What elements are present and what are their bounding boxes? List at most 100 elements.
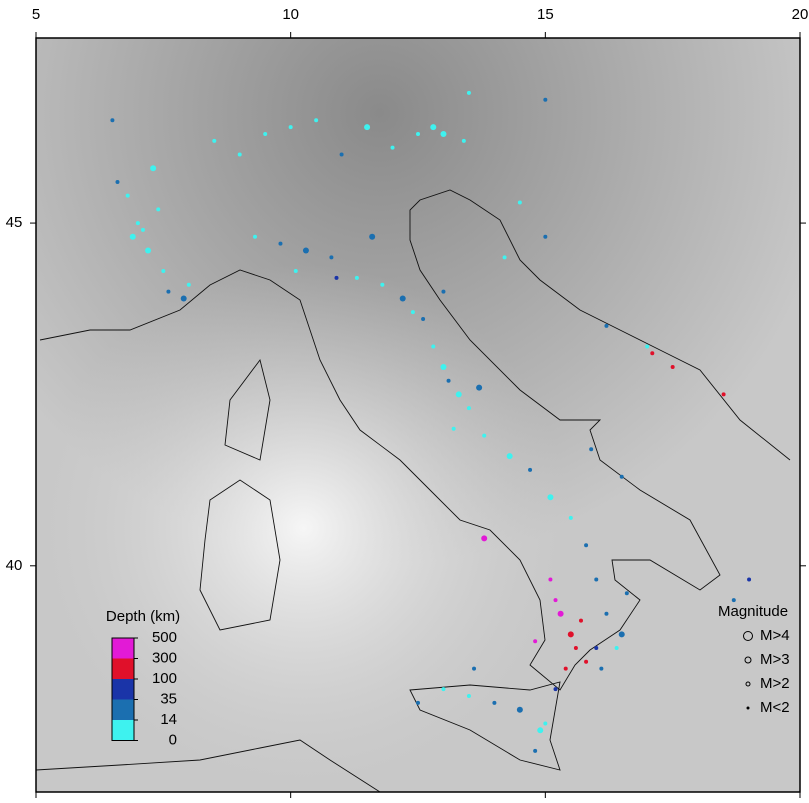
depth-tick-label: 100 — [152, 670, 177, 687]
earthquake — [369, 233, 376, 240]
depth-color-band — [112, 658, 134, 679]
earthquake — [645, 344, 650, 349]
earthquake — [129, 233, 136, 240]
earthquake — [253, 234, 258, 239]
earthquake — [416, 131, 420, 136]
earthquakes — [110, 90, 752, 753]
depth-color-band — [112, 720, 134, 741]
earthquake — [543, 234, 548, 239]
earthquake — [472, 666, 477, 671]
depth-color-band — [112, 679, 134, 700]
earthquake — [180, 295, 187, 302]
earthquake — [567, 631, 574, 638]
y-tick-label: 45 — [6, 214, 23, 231]
earthquake — [506, 453, 513, 460]
earthquake — [502, 255, 507, 260]
x-tick-label: 20 — [792, 6, 809, 23]
earthquake — [441, 289, 446, 294]
earthquake — [482, 433, 487, 438]
legends: Depth (km) Magnitude 0 14 35 100 300 500 M>4 M>… — [106, 603, 790, 749]
earthquake — [145, 247, 152, 254]
earthquake — [553, 598, 558, 603]
depth-bar-frame — [111, 637, 135, 741]
depth-tick-label: 300 — [152, 649, 177, 666]
earthquake — [410, 310, 415, 315]
magnitude-symbol — [743, 631, 753, 641]
earthquake — [731, 598, 736, 603]
earthquake — [288, 125, 293, 130]
earthquake — [455, 391, 462, 398]
earthquake — [466, 90, 471, 95]
earthquake — [115, 179, 120, 184]
earthquake — [624, 591, 629, 596]
earthquake — [594, 577, 599, 582]
magnitude-label: M<2 — [760, 699, 790, 716]
earthquake — [431, 344, 436, 349]
earthquake — [314, 118, 319, 123]
earthquake — [589, 447, 594, 452]
earthquake — [533, 639, 538, 644]
depth-tick-label: 35 — [160, 690, 177, 707]
depth-tick-label: 0 — [169, 731, 177, 748]
earthquake — [416, 700, 420, 705]
earthquake — [161, 269, 166, 274]
coast-mainland — [39, 189, 791, 691]
earthquake — [135, 221, 140, 226]
coast-sicily — [409, 681, 561, 771]
magnitude-symbol — [746, 706, 750, 710]
earthquake — [212, 138, 217, 143]
earthquake — [110, 118, 115, 123]
earthquake — [278, 241, 283, 246]
depth-legend-title: Depth (km) — [106, 608, 180, 625]
magnitude-label: M>2 — [760, 675, 790, 692]
x-tick-label: 5 — [32, 6, 40, 23]
coastlines — [35, 189, 791, 793]
depth-tick-label: 14 — [160, 711, 177, 728]
earthquake — [547, 494, 554, 501]
earthquake — [140, 227, 145, 232]
earthquake — [594, 646, 599, 651]
earthquake — [584, 543, 589, 548]
depth-color-band — [112, 699, 134, 720]
earthquake — [650, 351, 655, 356]
earthquake — [563, 666, 568, 671]
earthquake — [573, 646, 578, 651]
earthquake — [599, 666, 604, 671]
earthquake — [237, 152, 242, 157]
earthquake — [584, 659, 589, 664]
coast-sardinia — [199, 479, 281, 631]
earthquake — [156, 207, 161, 212]
coast-africa — [35, 739, 381, 793]
earthquake — [380, 282, 385, 287]
depth-tick-label: 500 — [152, 629, 177, 646]
earthquake — [466, 694, 471, 699]
earthquake — [517, 200, 522, 205]
earthquake — [421, 317, 426, 322]
magnitude-legend-title: Magnitude — [718, 603, 788, 620]
earthquake — [440, 364, 447, 371]
magnitude-label: M>4 — [760, 627, 790, 644]
earthquake — [492, 700, 497, 705]
x-tick-label: 10 — [282, 6, 299, 23]
earthquake — [568, 515, 573, 520]
earthquake — [528, 467, 533, 472]
earthquake — [619, 474, 624, 479]
frame — [35, 37, 801, 793]
earthquake — [553, 687, 558, 692]
earthquake — [533, 748, 538, 753]
earthquake — [329, 255, 334, 260]
earthquake — [543, 97, 548, 102]
magnitude-symbol — [744, 656, 752, 664]
earthquake — [390, 145, 395, 150]
magnitude-symbol — [745, 681, 751, 687]
earthquake — [263, 131, 268, 136]
earthquake — [548, 577, 553, 582]
earthquake — [150, 165, 157, 172]
earthquake — [721, 392, 726, 397]
earthquake — [302, 247, 309, 254]
earthquake — [334, 275, 339, 280]
earthquake — [354, 275, 359, 280]
earthquake — [604, 323, 609, 328]
earthquake — [557, 610, 564, 617]
